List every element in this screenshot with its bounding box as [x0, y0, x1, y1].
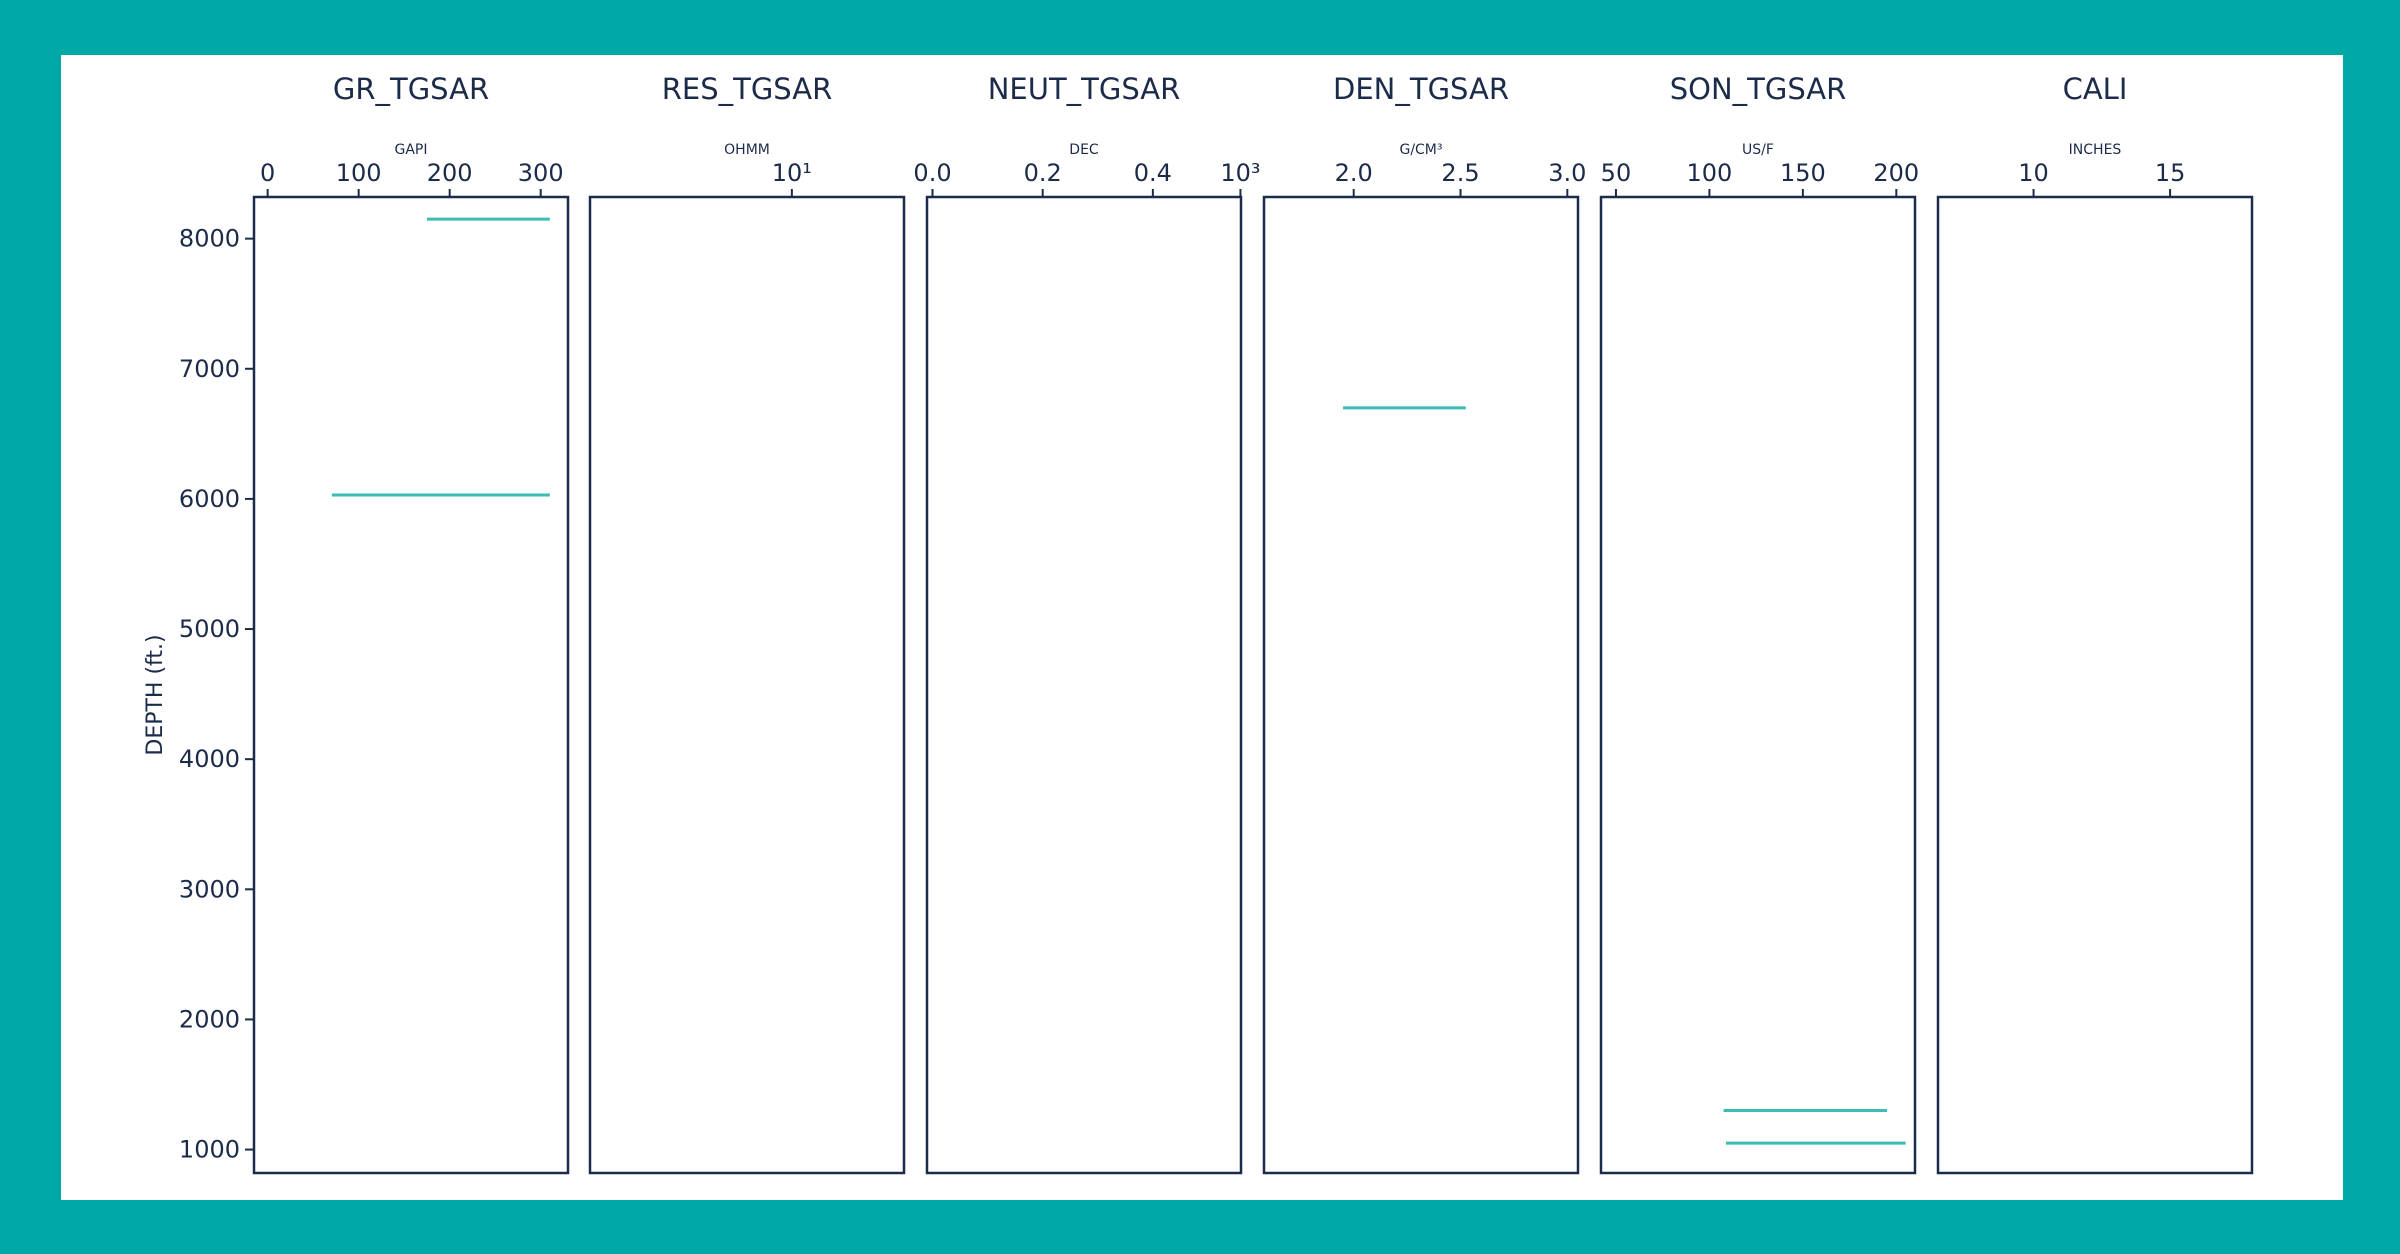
x-tick-label: 10³ [1220, 159, 1260, 187]
track-title: SON_TGSAR [1670, 72, 1847, 106]
depth-tick-label: 6000 [179, 485, 240, 513]
x-tick-label: 3.0 [1548, 159, 1586, 187]
track-unit: OHMM [724, 142, 770, 158]
track-neut-tgsar: NEUT_TGSAR DEC 0.0 0.2 0.4 [913, 72, 1243, 1175]
track-title: NEUT_TGSAR [988, 72, 1181, 106]
x-tick-label: 150 [1780, 159, 1826, 187]
x-tick-label: 200 [427, 159, 473, 187]
track-title: CALI [2063, 72, 2128, 106]
depth-tick-label: 4000 [179, 745, 240, 773]
depth-tick-label: 5000 [179, 615, 240, 643]
track-frame [925, 195, 1243, 1175]
x-tick-label: 0.4 [1134, 159, 1172, 187]
track-title: RES_TGSAR [662, 72, 833, 106]
depth-tick-label: 2000 [179, 1005, 240, 1033]
x-tick-label: 2.5 [1441, 159, 1479, 187]
track-unit: INCHES [2069, 142, 2122, 158]
track-title: DEN_TGSAR [1333, 72, 1509, 106]
track-unit: US/F [1742, 142, 1774, 158]
track-gr-tgsar: GR_TGSAR GAPI 0 100 200 300 [252, 72, 570, 1175]
x-tick-label: 15 [2155, 159, 2186, 187]
x-tick-label: 100 [336, 159, 382, 187]
track-den-tgsar: DEN_TGSAR G/CM³ 2.0 2.5 3.0 [1262, 72, 1586, 1175]
x-tick-label: 300 [518, 159, 564, 187]
x-tick-label: 0 [260, 159, 275, 187]
x-tick-label: 100 [1686, 159, 1732, 187]
x-tick-label: 0.0 [913, 159, 951, 187]
depth-tick-label: 1000 [179, 1136, 240, 1164]
track-data [1723, 1109, 1906, 1145]
x-tick-label: 2.0 [1335, 159, 1373, 187]
x-tick-label: 10 [2018, 159, 2049, 187]
track-frame [252, 195, 570, 1175]
x-tick-label: 0.2 [1024, 159, 1062, 187]
track-son-tgsar: SON_TGSAR US/F 50 100 150 200 [1599, 72, 1919, 1175]
depth-tick-label: 3000 [179, 875, 240, 903]
track-cali: CALI INCHES 10 15 [1936, 72, 2254, 1175]
x-tick-label: 10¹ [772, 159, 812, 187]
track-frame [588, 195, 906, 1175]
track-frame [1262, 195, 1580, 1175]
track-frame [1599, 195, 1917, 1175]
depth-tick-label: 7000 [179, 355, 240, 383]
x-tick-label: 50 [1601, 159, 1632, 187]
depth-axis-title: DEPTH (ft.) [143, 634, 168, 755]
well-log-panel: DEPTH (ft.) 1000 2000 3000 4000 5000 6000 7000… [61, 55, 2343, 1200]
track-unit: DEC [1069, 142, 1099, 158]
depth-tick-label: 8000 [179, 225, 240, 253]
well-log-chart: DEPTH (ft.) 1000200030004000500060007000… [143, 72, 2254, 1175]
x-tick-label: 200 [1873, 159, 1919, 187]
track-unit: GAPI [395, 142, 428, 158]
track-title: GR_TGSAR [333, 72, 489, 106]
track-unit: G/CM³ [1399, 142, 1442, 158]
track-data [331, 217, 550, 497]
track-frame [1936, 195, 2254, 1175]
